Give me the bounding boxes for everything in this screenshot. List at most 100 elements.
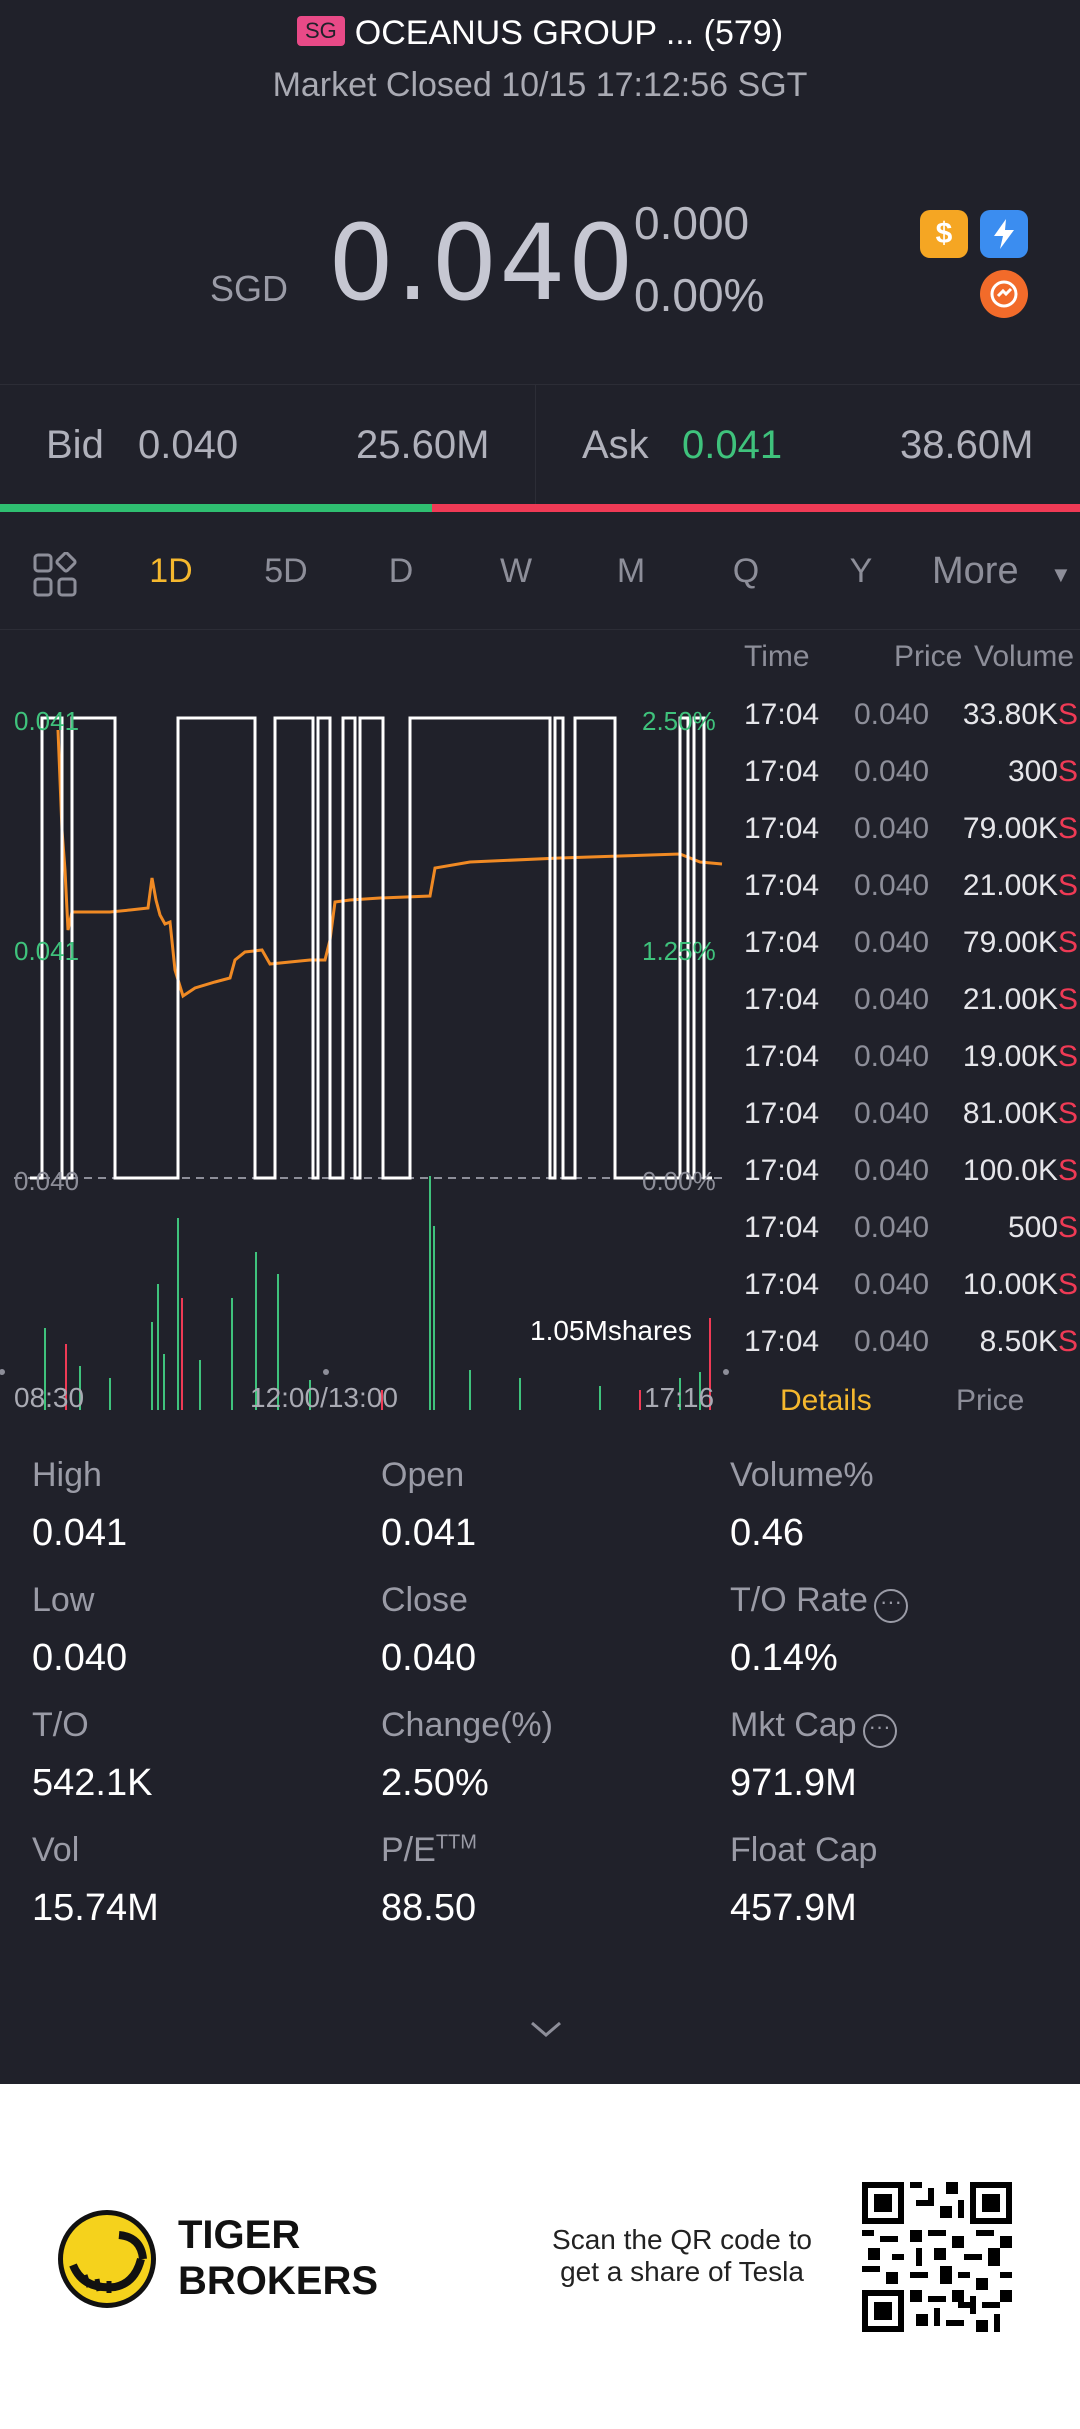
trade-price: 0.040 bbox=[854, 869, 930, 902]
trade-price: 0.040 bbox=[854, 983, 930, 1016]
trade-price: 0.040 bbox=[854, 1211, 930, 1244]
more-tab[interactable]: More bbox=[932, 550, 1019, 592]
trade-side: S bbox=[1057, 1268, 1078, 1301]
turnover-rate-text: T/O Rate bbox=[730, 1581, 868, 1619]
bid-strength-bar bbox=[0, 504, 432, 512]
trade-volume: 100.0K bbox=[962, 1154, 1058, 1187]
exchange-badge: SG bbox=[296, 16, 345, 46]
y-left-top: 0.041 bbox=[14, 706, 80, 736]
trade-row: 17:04 0.040 100.0K S bbox=[730, 1154, 1080, 1210]
trade-time: 17:04 bbox=[744, 1097, 820, 1130]
axis-dot bbox=[323, 1369, 329, 1375]
bid-size: 25.60M bbox=[356, 423, 490, 467]
flash-icon[interactable] bbox=[980, 210, 1028, 258]
vol-label: Vol bbox=[32, 1831, 80, 1869]
trade-side: S bbox=[1057, 869, 1078, 902]
price-change: 0.000 bbox=[634, 197, 750, 249]
trade-side: S bbox=[1057, 1325, 1078, 1358]
trade-price: 0.040 bbox=[854, 812, 930, 845]
trade-volume: 81.00K bbox=[962, 1097, 1058, 1130]
tab-w[interactable]: W bbox=[499, 552, 533, 590]
high-value: 0.041 bbox=[32, 1512, 128, 1554]
trade-volume: 500 bbox=[1007, 1211, 1058, 1244]
high-label: High bbox=[32, 1456, 102, 1494]
chart-canvas bbox=[0, 716, 729, 1410]
trade-row: 17:04 0.040 8.50K S bbox=[730, 1325, 1080, 1381]
ask-label: Ask bbox=[582, 423, 649, 467]
trade-time: 17:04 bbox=[744, 1154, 820, 1187]
low-label: Low bbox=[32, 1581, 95, 1619]
turnover-rate-value: 0.14% bbox=[730, 1637, 838, 1679]
turnover-rate-label: T/O Rate ··· bbox=[730, 1581, 908, 1623]
promo-line-1: Scan the QR code to bbox=[552, 2224, 812, 2255]
price-change-percent: 0.00% bbox=[634, 269, 765, 321]
trade-price: 0.040 bbox=[854, 698, 930, 731]
trade-volume: 300 bbox=[1007, 755, 1058, 788]
trade-price: 0.040 bbox=[854, 1325, 930, 1358]
more-info-icon[interactable]: ··· bbox=[873, 1589, 908, 1623]
tab-price[interactable]: Price bbox=[956, 1384, 1025, 1417]
open-value: 0.041 bbox=[381, 1512, 477, 1554]
tab-details[interactable]: Details bbox=[780, 1384, 872, 1417]
trade-side: S bbox=[1057, 698, 1078, 731]
brand-line-1: TIGER bbox=[178, 2213, 301, 2257]
trade-row: 17:04 0.040 300 S bbox=[730, 755, 1080, 811]
tab-1d[interactable]: 1D bbox=[149, 552, 193, 590]
tab-q[interactable]: Q bbox=[732, 552, 760, 590]
chevron-down-icon[interactable]: ▼ bbox=[1050, 562, 1072, 587]
tab-y[interactable]: Y bbox=[849, 552, 873, 590]
swap-icon[interactable] bbox=[980, 270, 1028, 318]
trade-time: 17:04 bbox=[744, 1040, 820, 1073]
intraday-chart[interactable]: 0.041 0.041 0.040 2.50% 1.25% 0.00% 1.05… bbox=[0, 630, 730, 1413]
low-value: 0.040 bbox=[32, 1637, 128, 1679]
promo-line-2: get a share of Tesla bbox=[560, 2256, 804, 2287]
dollar-badge-icon[interactable]: $ bbox=[920, 210, 968, 258]
mkt-cap-label: Mkt Cap ··· bbox=[730, 1706, 897, 1748]
stock-name: OCEANUS GROUP ... (579) bbox=[354, 14, 784, 52]
change-pct-value: 2.50% bbox=[381, 1762, 489, 1804]
volume-pct-label: Volume% bbox=[730, 1456, 874, 1494]
trade-ticker[interactable]: Time Price Volume 17:04 0.040 33.80K S 17:04… bbox=[730, 630, 1080, 1417]
trade-time: 17:04 bbox=[744, 869, 820, 902]
trade-time: 17:04 bbox=[744, 1268, 820, 1301]
axis-dot bbox=[723, 1369, 729, 1375]
trade-time-header: Time bbox=[744, 640, 810, 673]
pe-label: P/ETTM bbox=[381, 1831, 477, 1870]
chart-layout-icon[interactable] bbox=[32, 552, 78, 598]
trade-time: 17:04 bbox=[744, 698, 820, 731]
tab-5d[interactable]: 5D bbox=[264, 552, 308, 590]
promo-footer: TIGER BROKERS Scan the QR code to get a … bbox=[0, 2084, 1080, 2429]
bid-label: Bid bbox=[46, 423, 104, 467]
trade-row: 17:04 0.040 81.00K S bbox=[730, 1097, 1080, 1153]
price-line bbox=[56, 729, 723, 999]
bid-price: 0.040 bbox=[138, 423, 239, 467]
tab-d[interactable]: D bbox=[388, 552, 414, 590]
brand-line-2: BROKERS bbox=[178, 2259, 379, 2303]
expand-chevron-icon[interactable] bbox=[528, 2008, 564, 2050]
trade-side: S bbox=[1057, 1211, 1078, 1244]
trade-volume: 21.00K bbox=[962, 983, 1058, 1016]
turnover-value: 542.1K bbox=[32, 1762, 153, 1804]
trade-volume: 8.50K bbox=[979, 1325, 1058, 1358]
trade-time: 17:04 bbox=[744, 755, 820, 788]
trade-price: 0.040 bbox=[854, 1040, 930, 1073]
close-value: 0.040 bbox=[381, 1637, 477, 1679]
market-status: Market Closed 10/15 17:12:56 SGT bbox=[272, 66, 808, 104]
more-info-icon[interactable]: ··· bbox=[862, 1714, 897, 1748]
trade-row: 17:04 0.040 10.00K S bbox=[730, 1268, 1080, 1324]
brand-name: TIGER BROKERS bbox=[178, 2212, 378, 2304]
vol-value: 15.74M bbox=[32, 1887, 159, 1929]
y-right-mid: 1.25% bbox=[642, 936, 716, 966]
y-right-top: 2.50% bbox=[642, 706, 716, 736]
trade-time: 17:04 bbox=[744, 926, 820, 959]
trade-row: 17:04 0.040 33.80K S bbox=[730, 698, 1080, 754]
stock-title: SG OCEANUS GROUP ... (579) bbox=[0, 14, 1080, 53]
period-tabs: 1D 5D D W M Q Y More ▼ bbox=[0, 512, 1080, 630]
trade-row: 17:04 0.040 79.00K S bbox=[730, 812, 1080, 868]
last-price: 0.040 bbox=[328, 202, 636, 324]
trade-volume: 10.00K bbox=[962, 1268, 1058, 1301]
y-right-bottom: 0.00% bbox=[642, 1166, 716, 1196]
tab-m[interactable]: M bbox=[616, 552, 646, 590]
trade-row: 17:04 0.040 79.00K S bbox=[730, 926, 1080, 982]
volume-label: 1.05Mshares bbox=[530, 1315, 692, 1346]
